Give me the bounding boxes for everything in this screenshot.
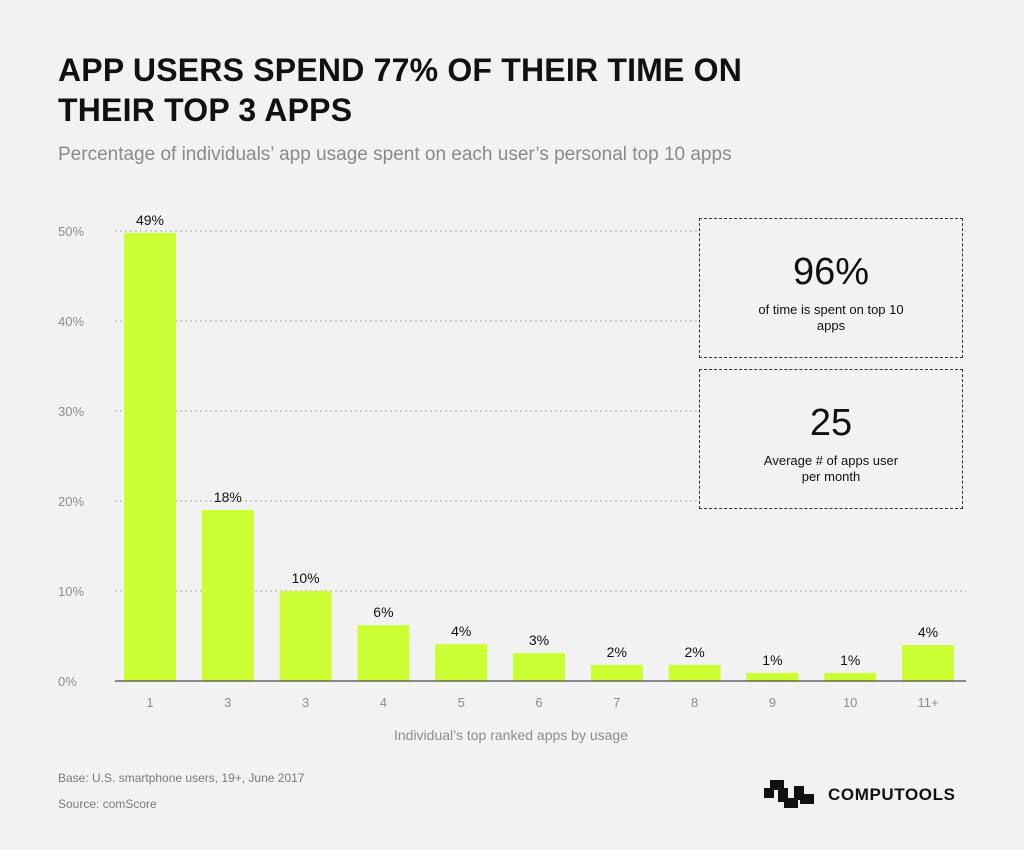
data-label: 6% xyxy=(373,604,393,620)
bar xyxy=(279,591,332,681)
bar xyxy=(513,653,565,681)
chart-title: APP USERS SPEND 77% OF THEIR TIME ON THE… xyxy=(58,52,743,128)
data-label: 2% xyxy=(607,644,627,660)
data-label: 4% xyxy=(918,624,938,640)
y-tick-label: 10% xyxy=(58,584,84,599)
y-tick-label: 40% xyxy=(58,314,84,329)
data-label: 2% xyxy=(684,644,704,660)
data-label: 1% xyxy=(840,652,860,668)
bar xyxy=(435,644,488,681)
bar xyxy=(824,672,877,681)
footer-source: Source: comScore xyxy=(58,797,157,811)
y-tick-label: 50% xyxy=(58,224,84,239)
y-tick-label: 0% xyxy=(58,674,77,689)
x-axis-ticks: 1 3 3 4 5 6 7 8 9 10 11+ xyxy=(146,695,938,710)
x-tick-label: 9 xyxy=(769,695,776,710)
computools-logo-icon xyxy=(764,780,814,808)
bar xyxy=(590,664,643,681)
data-labels: 49% 18% 10% 6% 4% 3% 2% 2% 1% 1% 4% xyxy=(136,212,938,668)
stat-description: Average # of apps user per month xyxy=(763,453,899,484)
data-label: 3% xyxy=(529,632,549,648)
bar xyxy=(357,625,410,681)
bar xyxy=(124,232,176,682)
x-tick-label: 10 xyxy=(843,695,857,710)
x-tick-label: 11+ xyxy=(917,695,938,710)
x-axis-label: Individual’s top ranked apps by usage xyxy=(394,727,628,743)
x-tick-label: 3 xyxy=(224,695,231,710)
y-axis-ticks: 0% 10% 20% 30% 40% 50% xyxy=(58,224,84,689)
y-tick-label: 20% xyxy=(58,494,84,509)
data-label: 4% xyxy=(451,623,471,639)
bars xyxy=(124,232,954,682)
stat-value: 25 xyxy=(809,402,853,444)
stat-value: 96% xyxy=(792,251,870,293)
bar xyxy=(902,645,954,681)
data-label: 18% xyxy=(214,489,242,505)
x-tick-label: 1 xyxy=(146,695,153,710)
data-label: 49% xyxy=(136,212,164,228)
x-tick-label: 4 xyxy=(380,695,387,710)
footer-base: Base: U.S. smartphone users, 19+, June 2… xyxy=(58,771,305,785)
grid-lines xyxy=(115,230,966,592)
x-tick-label: 7 xyxy=(613,695,620,710)
chart-subtitle: Percentage of individuals’ app usage spe… xyxy=(58,144,732,165)
bar-chart: 0% 10% 20% 30% 40% 50% 49% 18% 10% 6% 4% 3% 2% 2% 1% 1… xyxy=(58,212,966,743)
data-label: 1% xyxy=(762,652,782,668)
y-tick-label: 30% xyxy=(58,404,84,419)
bar xyxy=(201,510,254,681)
brand-logo: COMPUTOOLS xyxy=(764,780,956,810)
stat-description: of time is spent on top 10 apps xyxy=(758,302,904,333)
stat-box-top-10: 96% of time is spent on top 10 apps xyxy=(699,218,963,358)
data-label: 10% xyxy=(292,570,320,586)
stat-box-apps-per-month: 25 Average # of apps user per month xyxy=(699,369,963,509)
bar xyxy=(668,664,721,681)
x-tick-label: 3 xyxy=(302,695,309,710)
bar xyxy=(746,672,799,681)
x-tick-label: 8 xyxy=(691,695,698,710)
x-tick-label: 6 xyxy=(535,695,542,710)
brand-name: COMPUTOOLS xyxy=(828,785,956,804)
x-tick-label: 5 xyxy=(458,695,465,710)
